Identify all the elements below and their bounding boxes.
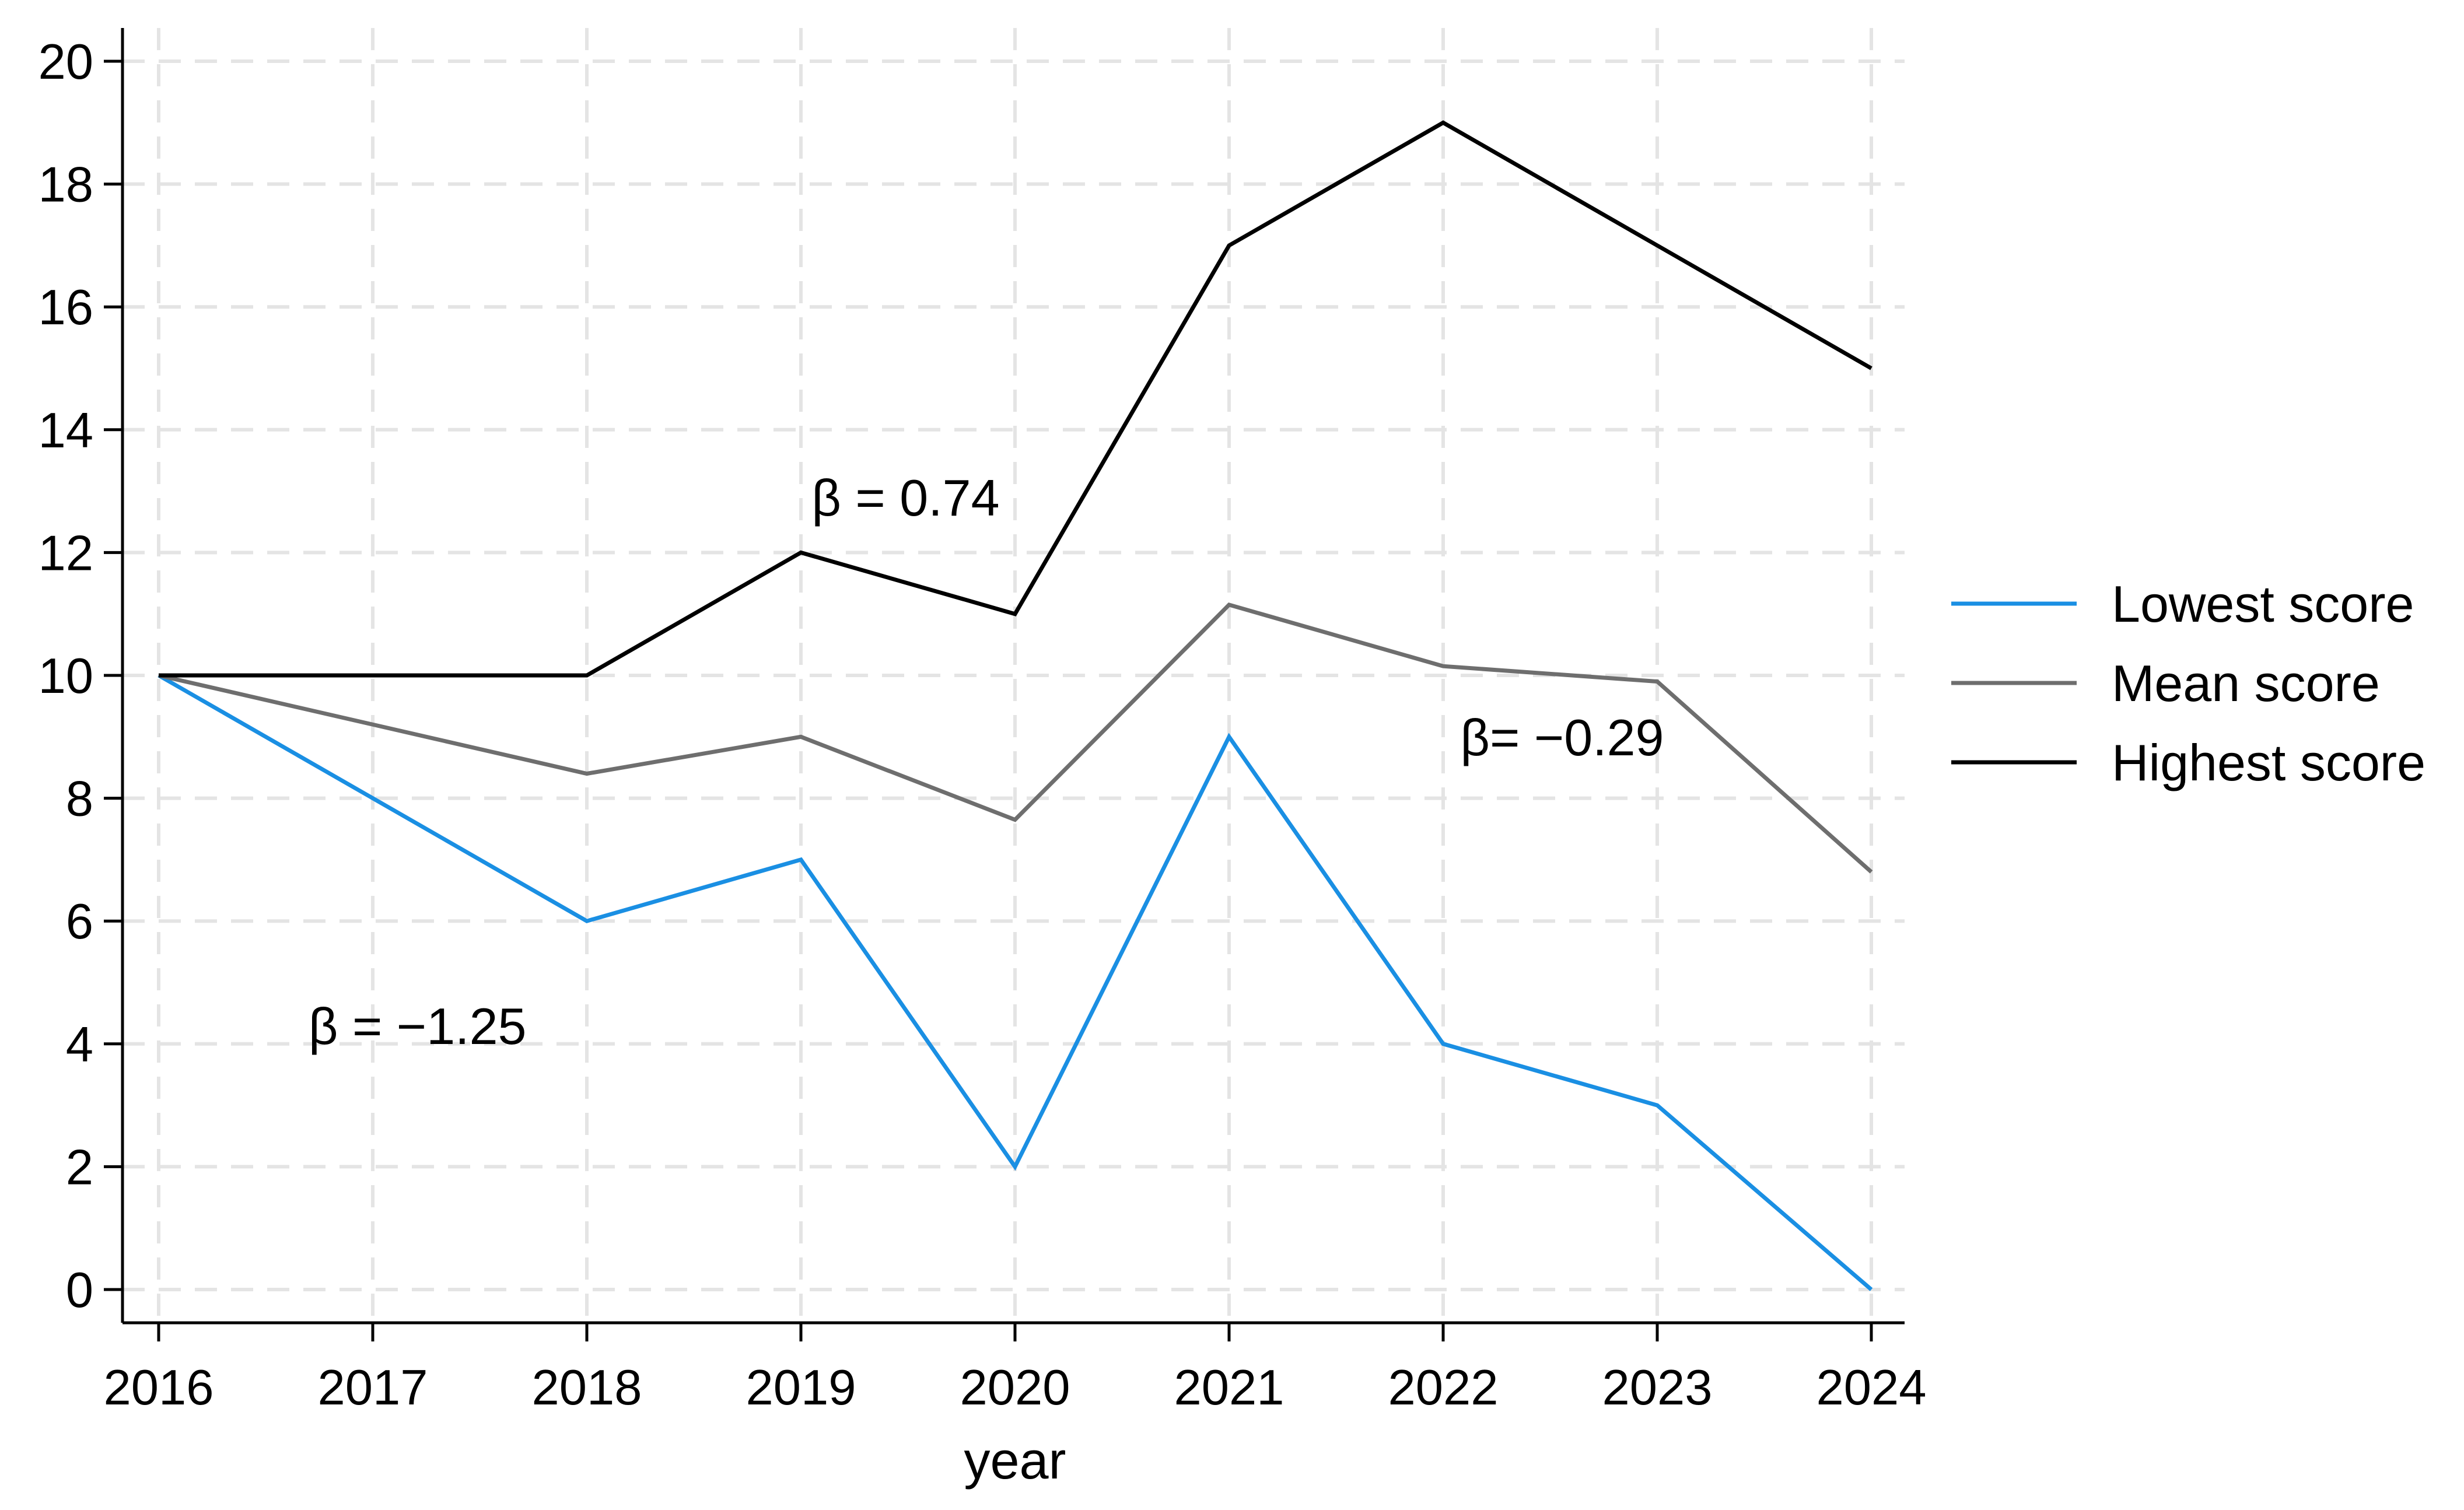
x-tick-label: 2021 <box>1174 1360 1284 1416</box>
y-tick-label: 8 <box>66 772 93 827</box>
y-tick-label: 12 <box>38 525 93 581</box>
y-tick-label: 18 <box>38 157 93 213</box>
y-tick-label: 2 <box>66 1140 93 1195</box>
legend-label: Highest score <box>2112 734 2426 791</box>
x-tick-label: 2024 <box>1816 1360 1926 1416</box>
x-tick-label: 2016 <box>103 1360 214 1416</box>
x-axis-title: year <box>964 1432 1066 1490</box>
x-tick-label: 2019 <box>746 1360 856 1416</box>
y-tick-label: 6 <box>66 894 93 950</box>
beta-annotation: β= −0.29 <box>1460 709 1664 766</box>
x-tick-label: 2018 <box>531 1360 642 1416</box>
legend: Lowest score Mean score Highest score <box>1951 575 2426 791</box>
legend-label: Mean score <box>2112 654 2380 712</box>
y-tick-label: 14 <box>38 403 93 458</box>
x-tick-label: 2022 <box>1388 1360 1498 1416</box>
y-tick-label: 0 <box>66 1263 93 1318</box>
annotations: β = 0.74 β= −0.29 β = −1.25 <box>309 469 1664 1055</box>
legend-label: Lowest score <box>2112 575 2414 633</box>
x-tick-label: 2017 <box>317 1360 428 1416</box>
x-tick-label: 2023 <box>1602 1360 1712 1416</box>
beta-annotation: β = −1.25 <box>309 997 527 1055</box>
y-tick-label: 4 <box>66 1017 93 1073</box>
y-tick-label: 20 <box>38 34 93 90</box>
x-tick-label: 2020 <box>960 1360 1070 1416</box>
y-tick-label: 16 <box>38 280 93 335</box>
y-tick-label: 10 <box>38 649 93 704</box>
beta-annotation: β = 0.74 <box>811 469 999 527</box>
